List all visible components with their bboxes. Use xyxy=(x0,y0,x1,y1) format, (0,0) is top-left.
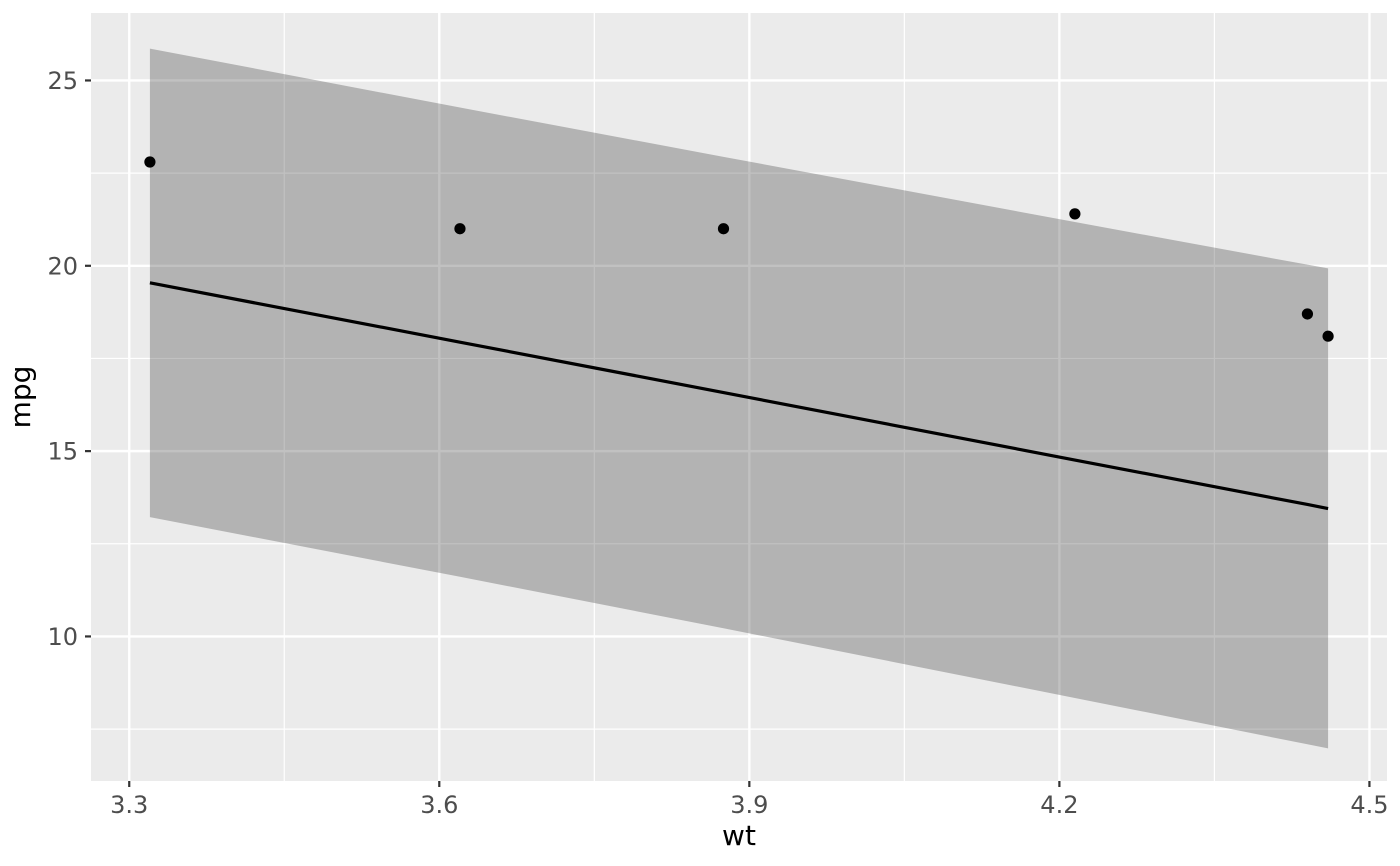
regression-line-path xyxy=(149,281,1329,511)
x-tick-label: 4.5 xyxy=(1350,791,1388,819)
x-tick-label: 3.9 xyxy=(730,791,768,819)
data-point xyxy=(1322,330,1334,342)
x-tick-label: 3.3 xyxy=(110,791,148,819)
x-axis: 3.3 3.6 3.9 4.2 4.5 xyxy=(110,781,1389,819)
y-tick-label: 10 xyxy=(47,623,78,651)
regression-line xyxy=(149,281,1329,511)
y-tick-label: 25 xyxy=(47,67,78,95)
confidence-band xyxy=(149,48,1329,749)
y-tick-label: 15 xyxy=(47,438,78,466)
data-point xyxy=(717,223,730,235)
confidence-band-polygon xyxy=(149,48,1329,749)
x-tick-label: 4.2 xyxy=(1040,791,1078,819)
minor-gridlines xyxy=(91,13,1387,781)
data-point xyxy=(1069,208,1081,220)
y-axis-title: mpg xyxy=(4,366,37,429)
data-point xyxy=(144,156,156,168)
x-axis-title: wt xyxy=(722,819,756,852)
y-axis: 10 15 20 25 xyxy=(47,67,91,651)
data-point xyxy=(1301,308,1314,320)
data-points xyxy=(144,156,1334,342)
data-point xyxy=(454,223,466,235)
y-tick-label: 20 xyxy=(47,252,78,280)
x-tick-label: 3.6 xyxy=(420,791,458,819)
